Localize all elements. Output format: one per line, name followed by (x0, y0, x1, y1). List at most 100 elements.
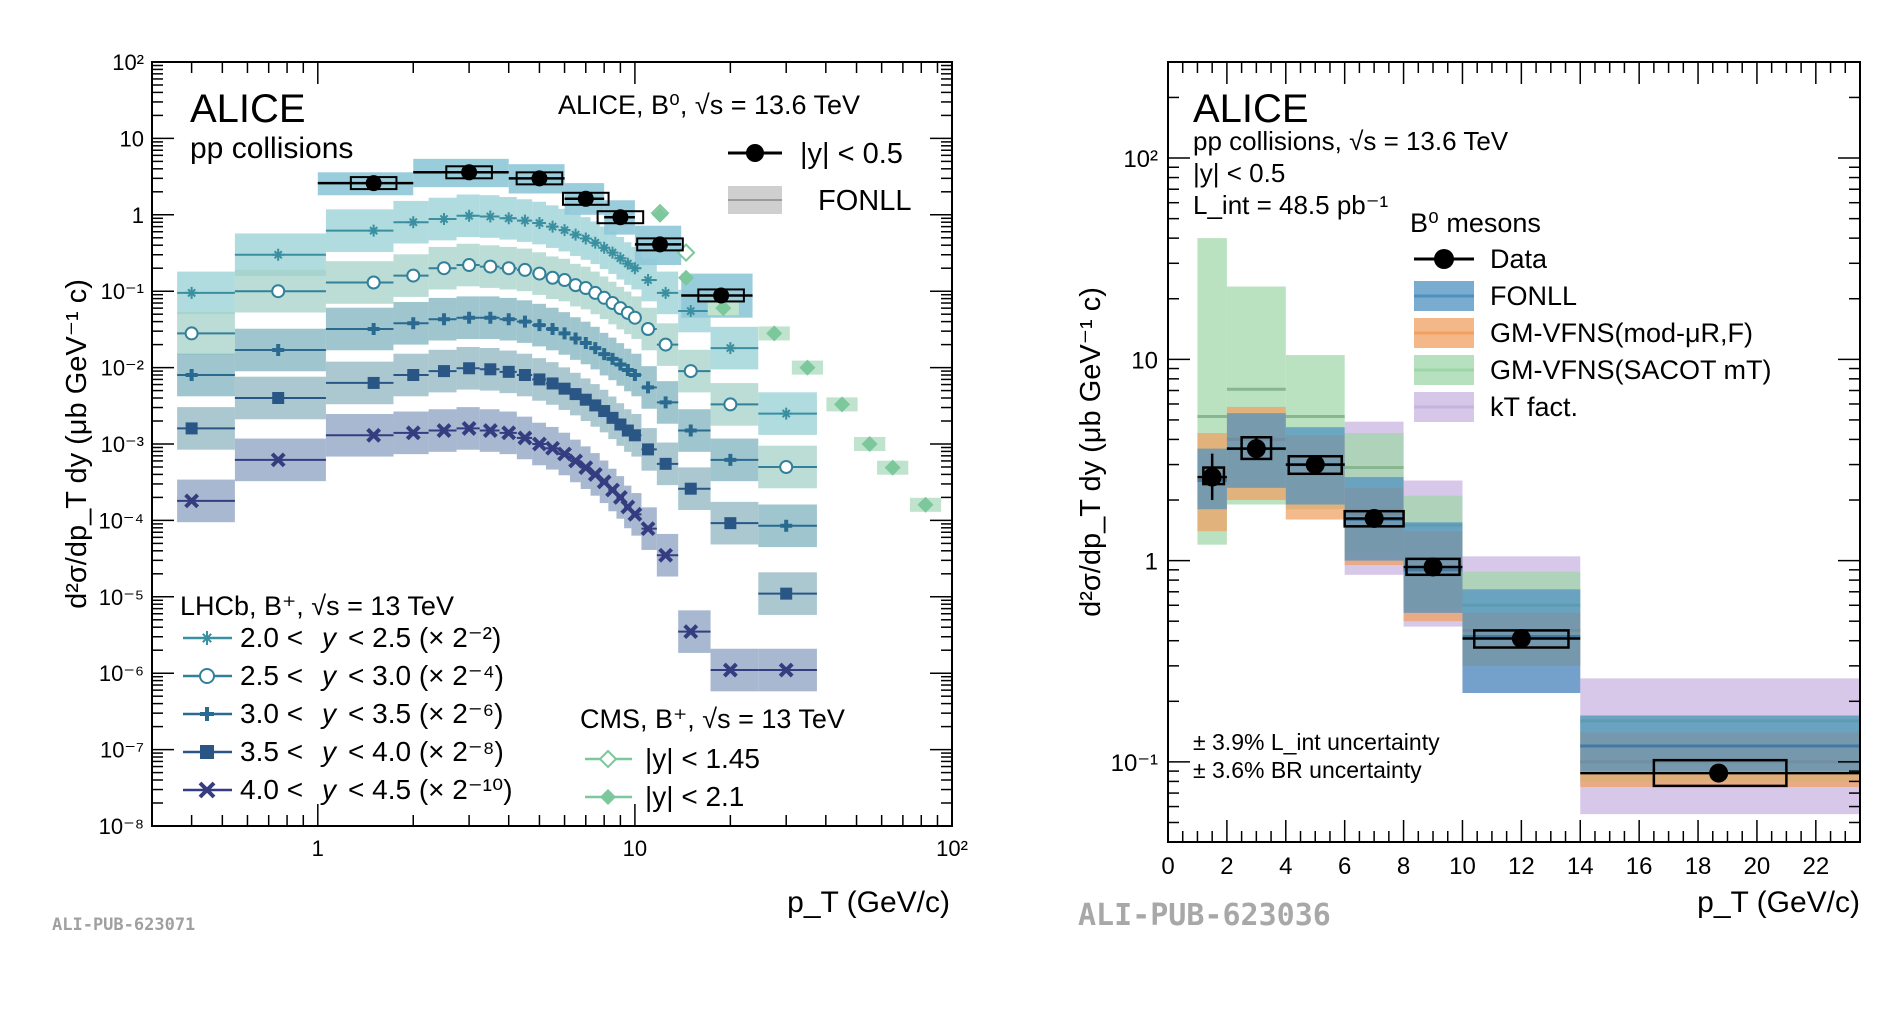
y-tick-label: 10⁻² (101, 356, 144, 381)
lhcb-point (533, 373, 546, 386)
lhcb-point (502, 365, 515, 378)
lhcb-point (627, 506, 643, 522)
legend-label: Data (1490, 244, 1548, 274)
lhcb-point (484, 311, 497, 324)
left-alice-legend: |y| < 0.5 FONLL (728, 138, 911, 217)
lhcb-legend-title: LHCb, B⁺, √s = 13 TeV (180, 591, 454, 621)
lhcb-point (780, 407, 793, 420)
lhcb-point (546, 323, 559, 336)
lhcb-point (779, 459, 794, 474)
y-tick-label: 1 (132, 203, 144, 228)
left-system-label: pp collisions (190, 132, 353, 165)
left-x-axis-label: p_T (GeV/c) (787, 886, 950, 919)
lhcb-point (437, 313, 450, 326)
y-tick-label: 10 (120, 126, 144, 151)
lhcb-point (546, 220, 559, 233)
lhcb-legend-hi: < 3.5 (× 2⁻⁶) (348, 698, 504, 729)
y-tick-label: 1 (1145, 549, 1158, 576)
x-tick-label: 12 (1508, 853, 1535, 880)
fonll-legend-text: FONLL (818, 185, 911, 217)
lhcb-point (778, 662, 794, 678)
y-tick-label: 10⁻⁷ (100, 738, 144, 763)
right-plot-frame (1167, 61, 1861, 843)
alice-point (612, 209, 629, 226)
cms-point (766, 325, 783, 342)
lhcb-point (532, 436, 547, 452)
lhcb-point (271, 284, 286, 299)
lhcb-point (501, 261, 516, 276)
data-point (1246, 439, 1266, 459)
lhcb-point (569, 228, 582, 241)
cms-point (917, 496, 934, 513)
lhcb-point (366, 275, 381, 290)
cms-legend-title: CMS, B⁺, √s = 13 TeV (580, 704, 845, 734)
lhcb-legend-var: y (320, 698, 338, 729)
lhcb-point (518, 214, 531, 227)
lhcb-point (463, 362, 476, 375)
cms-point (678, 269, 695, 286)
lhcb-point (627, 310, 642, 325)
alice-point (652, 236, 669, 253)
lhcb-point (628, 429, 641, 442)
lhcb-point (780, 519, 793, 532)
x-tick-label: 10 (623, 836, 647, 861)
alice-point (577, 190, 594, 207)
left-alice-label: ALICE, B⁰, √s = 13.6 TeV (558, 90, 860, 120)
lhcb-point (185, 422, 198, 435)
cms-legend-marker (600, 789, 616, 805)
lhcb-point (532, 266, 547, 281)
data-point (1202, 467, 1222, 487)
y-tick-label: 10⁻⁸ (99, 814, 144, 839)
lhcb-legend-marker (198, 781, 216, 799)
x-tick-label: 8 (1397, 853, 1410, 880)
cms-point (834, 396, 851, 413)
lhcb-point (589, 236, 602, 249)
lhcb-point (185, 369, 198, 382)
left-tick-labels: 10² 10 1 10⁻¹ 10⁻² 10⁻³ 10⁻⁴ 10⁻⁵ 10⁻⁶ 10⁻⁷ 10⁻⁸ 1 1… (98, 50, 967, 861)
lhcb-point (628, 262, 641, 275)
left-experiment-label: ALICE (190, 87, 306, 131)
lhcb-point (407, 216, 420, 229)
x-tick-label: 2 (1220, 853, 1233, 880)
lhcb-point (367, 224, 380, 237)
lhcb-point (462, 258, 477, 273)
lhcb-point (272, 248, 285, 261)
legend-data-marker (1434, 249, 1454, 269)
lhcb-point (518, 315, 531, 328)
lhcb-legend-marker (199, 668, 215, 684)
alice-point (461, 164, 478, 181)
lhcb-point (606, 352, 619, 365)
lhcb-point (517, 262, 532, 277)
lhcb-point (518, 369, 531, 382)
x-tick-label: 10² (936, 836, 968, 861)
legend-label: GM-VFNS(SACOT mT) (1490, 355, 1771, 385)
lhcb-point (722, 662, 738, 678)
lhcb-point (483, 259, 498, 274)
lhcb-point (546, 377, 559, 390)
right-legend-title: B⁰ mesons (1410, 208, 1541, 238)
lhcb-point (502, 313, 515, 326)
lhcb-point (185, 286, 198, 299)
lhcb-legend-var: y (320, 622, 338, 653)
lhcb-point (501, 425, 517, 441)
x-tick-label: 22 (1802, 853, 1829, 880)
y-tick-label: 10² (1123, 146, 1158, 173)
cms-legend-marker (598, 749, 618, 769)
lhcb-point (579, 336, 592, 349)
cms-legend: |y| < 1.45 |y| < 2.1 (585, 743, 760, 812)
lhcb-point (405, 425, 421, 441)
lhcb-point (780, 587, 793, 600)
y-tick-label: 10⁻³ (101, 432, 144, 457)
lhcb-point (579, 232, 592, 245)
lhcb-point (641, 322, 656, 337)
y-tick-label: 10² (112, 50, 144, 75)
lhcb-point (658, 547, 674, 563)
lhcb-point (642, 443, 655, 456)
cms-legend-text: |y| < 1.45 (645, 743, 760, 774)
lhcb-point (272, 343, 285, 356)
lhcb-legend-lo: 2.5 < (240, 660, 303, 691)
lhcb-point (517, 430, 533, 446)
lumi-uncertainty-note: ± 3.9% L_int uncertainty (1193, 729, 1440, 755)
legend-label: FONLL (1490, 281, 1577, 311)
